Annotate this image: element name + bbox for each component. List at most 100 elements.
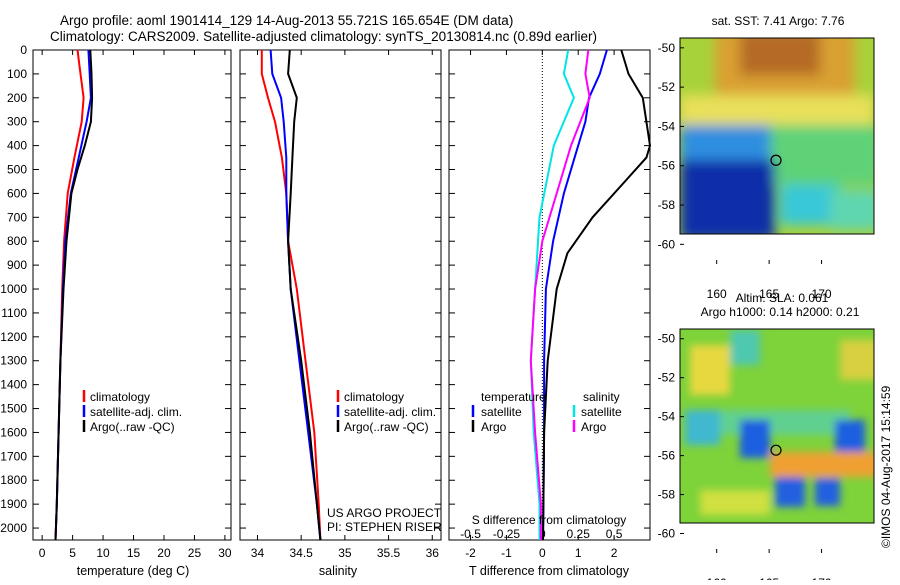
t-difference-xlabel: T difference from climatology <box>469 564 630 578</box>
sla-map <box>680 329 874 523</box>
map-y-tick-label: -56 <box>658 159 676 173</box>
series-line-argo <box>287 49 322 541</box>
map-y-tick-label: -58 <box>658 198 676 212</box>
difference-legend: temperature salinity satellite Argo sate… <box>471 390 622 434</box>
salinity-plot-frame <box>239 49 442 541</box>
map-y-tick-label: -60 <box>658 527 676 541</box>
series-line-s-argo <box>529 49 591 540</box>
legend-label-t-argo: Argo <box>481 420 507 434</box>
depth-tick-label: 1400 <box>0 378 27 392</box>
legend-label-satellite: satellite-adj. clim. <box>90 405 182 419</box>
temperature-xlabel: temperature (deg C) <box>77 564 190 578</box>
series-line-t-argo <box>542 49 652 541</box>
temperature-plot-frame <box>32 49 232 541</box>
x-tick-label: 30 <box>218 546 232 560</box>
depth-tick-label: 1500 <box>0 402 27 416</box>
sst-map-title: sat. SST: 7.41 Argo: 7.76 <box>712 14 845 28</box>
map-y-tick-label: -60 <box>658 237 676 251</box>
s-tick-label: -0.5 <box>460 527 481 541</box>
credit-label: ©IMOS 04-Aug-2017 15:14:59 <box>879 385 893 548</box>
sla-yellow-patch <box>690 345 730 395</box>
sst-warm-core <box>740 38 820 75</box>
map-y-tick-label: -54 <box>658 119 676 133</box>
map-y-tick-label: -52 <box>658 371 676 385</box>
map-y-tick-label: -50 <box>658 41 676 55</box>
series-line-argo <box>54 49 94 541</box>
map-x-tick-label: 160 <box>707 576 727 580</box>
legend-title-temperature: temperature <box>481 390 546 404</box>
salinity-xlabel: salinity <box>319 564 358 578</box>
sst-map <box>680 38 874 234</box>
x-tick-label: 36 <box>426 546 440 560</box>
sla-yellow-patch-2 <box>840 340 874 380</box>
map-y-tick-label: -54 <box>658 410 676 424</box>
sla-band-green <box>720 410 850 435</box>
depth-tick-label: 1800 <box>0 473 27 487</box>
legend-label-satellite: satellite-adj. clim. <box>344 405 436 419</box>
depth-tick-label: 1300 <box>0 354 27 368</box>
legend-label-t-satellite: satellite <box>481 405 522 419</box>
sla-map-axes: 160 165 170 -50 -52 -54 -56 -58 -60 <box>658 332 832 585</box>
map-y-tick-label: -50 <box>658 332 676 346</box>
x-tick-label: 10 <box>96 546 110 560</box>
sla-blue-eddy-4 <box>815 478 840 506</box>
x-tick-label: 1 <box>575 546 582 560</box>
legend-label-s-argo: Argo <box>581 420 607 434</box>
depth-tick-label: 1200 <box>0 330 27 344</box>
depth-tick-label: 1600 <box>0 425 27 439</box>
depth-tick-label: 900 <box>7 258 27 272</box>
sst-cyan-patch-2 <box>830 190 874 230</box>
map-y-tick-label: -52 <box>658 80 676 94</box>
sla-yellow-band <box>700 490 770 515</box>
map-y-tick-label: -56 <box>658 449 676 463</box>
depth-tick-label: 1100 <box>1 306 27 320</box>
depth-tick-label: 500 <box>7 163 27 177</box>
legend-label-s-satellite: satellite <box>581 405 622 419</box>
x-tick-label: 20 <box>157 546 171 560</box>
argo-float-marker <box>770 154 782 166</box>
sla-blue-eddy-1 <box>740 420 770 458</box>
pi-annotation: PI: STEPHEN RISER <box>327 520 442 534</box>
map-x-tick-label: 170 <box>812 576 832 580</box>
difference-plot-frame <box>448 49 651 541</box>
legend-label-climatology: climatology <box>344 390 404 404</box>
depth-tick-label: 0 <box>20 43 27 57</box>
depth-tick-label: 800 <box>7 234 27 248</box>
map-x-tick-label: 170 <box>812 287 832 301</box>
sla-map-frame <box>679 328 875 524</box>
sla-orange-band <box>770 452 874 477</box>
sla-map-title: Altim. SLA: 0.061 <box>736 291 829 305</box>
sst-map-axes: 160 165 170 -50 -52 -54 -56 -58 -60 <box>658 41 832 301</box>
series-line-satellite-adj <box>269 49 322 541</box>
depth-tick-label: 1900 <box>0 497 27 511</box>
sst-cold-region <box>680 160 775 234</box>
s-tick-label: 0.25 <box>567 527 591 541</box>
salinity-plot: 34 34.5 35 35.5 36 <box>251 49 440 560</box>
x-tick-label: 35.5 <box>377 546 401 560</box>
depth-tick-label: 600 <box>7 186 27 200</box>
x-tick-label: -1 <box>501 546 512 560</box>
x-tick-label: -2 <box>465 546 476 560</box>
x-tick-label: 34.5 <box>289 546 313 560</box>
title-line-2: Climatology: CARS2009. Satellite-adjuste… <box>50 29 597 44</box>
temperature-legend: climatology satellite-adj. clim. Argo(..… <box>82 390 182 434</box>
depth-axis: 0 100 200 300 400 500 600 700 800 900 1000 1100 1200… <box>0 43 650 535</box>
s-difference-xlabel: S difference from climatology <box>472 513 627 527</box>
depth-tick-label: 300 <box>7 115 27 129</box>
x-tick-label: 35 <box>338 546 352 560</box>
depth-tick-label: 1700 <box>0 449 27 463</box>
temperature-plot: 0 5 10 15 20 25 30 <box>39 49 232 560</box>
x-tick-label: 15 <box>127 546 141 560</box>
title-line-1: Argo profile: aoml 1901414_129 14-Aug-20… <box>60 13 513 28</box>
depth-tick-label: 200 <box>7 91 27 105</box>
depth-tick-label: 1000 <box>0 282 27 296</box>
s-tick-label: 0.5 <box>606 527 623 541</box>
salinity-legend: climatology satellite-adj. clim. Argo(..… <box>336 390 436 434</box>
s-tick-label: -0.25 <box>493 527 521 541</box>
depth-tick-label: 700 <box>7 210 27 224</box>
depth-tick-label: 2000 <box>0 521 27 535</box>
map-y-tick-label: -58 <box>658 488 676 502</box>
sla-cyan-patch-2 <box>685 410 720 445</box>
